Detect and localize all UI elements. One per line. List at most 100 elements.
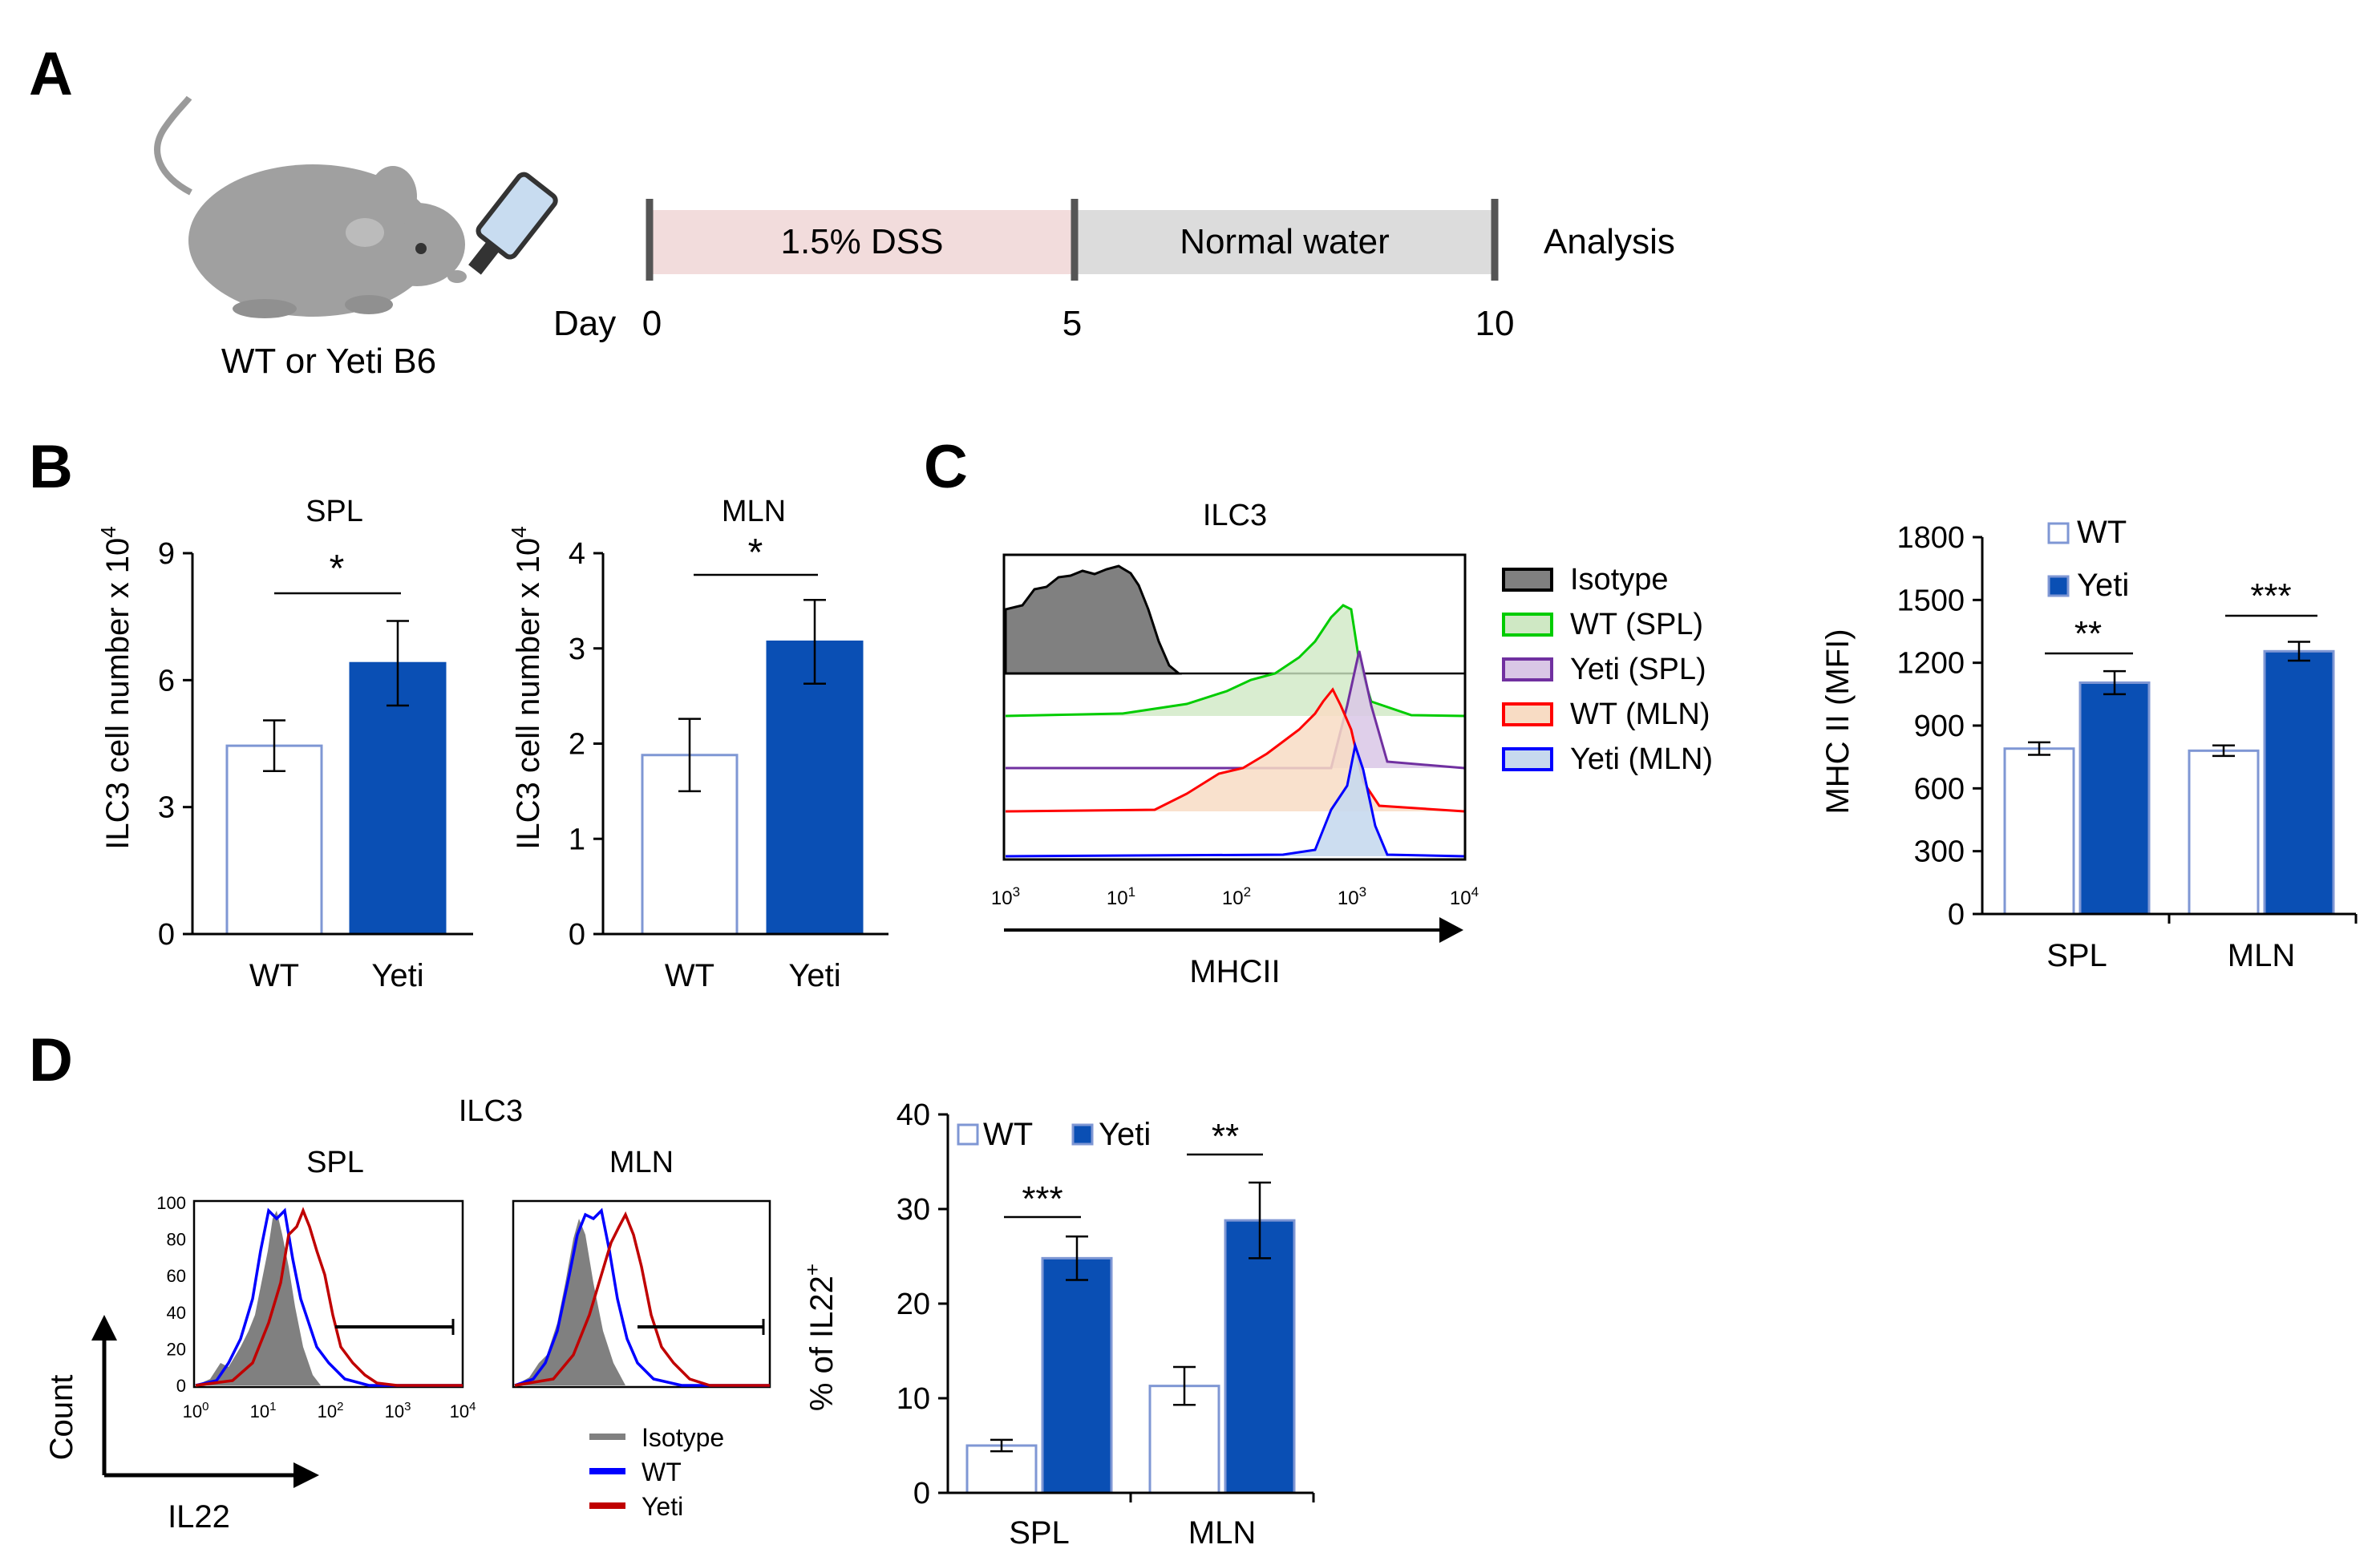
y-axis-label: ILC3 cell number x 104 [96, 526, 136, 850]
x-tick-label: Yeti [371, 958, 423, 993]
x-tick-label: MLN [2228, 938, 2295, 973]
chart-c-histogram: ILC3 103 101 102 103 104 MHCII Isotype WT (SP… [991, 499, 1713, 989]
mln-frame [512, 1199, 771, 1389]
x-tick-label: MLN [1188, 1515, 1256, 1551]
y-axis-label: MHC II (MFI) [1820, 629, 1856, 814]
panel-label-a: A [29, 40, 73, 108]
y-tick-label: 30 [897, 1193, 930, 1227]
panel-label-c: C [924, 433, 968, 501]
y-tick-label: 1 [569, 823, 585, 856]
wt-spl-fill [1006, 605, 1464, 716]
bar-wt [225, 744, 323, 936]
x-ticks: 103 101 102 103 104 [991, 884, 1479, 909]
day-tick: 0 [642, 304, 662, 343]
y-ticks: 0 3 6 9 [158, 537, 192, 952]
subplot-title: MLN [609, 1146, 674, 1179]
y-axis-label: Count [44, 1375, 79, 1461]
legend-label: WT [983, 1117, 1033, 1152]
y-tick-label: 40 [897, 1098, 930, 1132]
y-tick-label: 0 [158, 918, 175, 952]
y-tick-label: 0 [569, 918, 585, 952]
y-tick-label: 1500 [1896, 584, 1965, 617]
x-tick-label: WT [665, 958, 714, 993]
yeti-mln-fill [1006, 746, 1464, 856]
y-axis-label: % of IL22+ [800, 1264, 840, 1411]
y-tick-label: 60 [167, 1266, 186, 1286]
y-ticks: 0 300 600 900 1200 1500 1800 [1896, 521, 1982, 932]
legend-swatch [1502, 613, 1553, 637]
legend-label: Yeti (MLN) [1570, 742, 1713, 776]
legend-label: WT (SPL) [1570, 608, 1703, 641]
mouse-illustration [154, 95, 467, 318]
isotype-trace [515, 1219, 625, 1385]
bar-yeti-spl [2078, 681, 2151, 916]
x-ticks: 100 101 102 103 104 [183, 1400, 476, 1421]
y-tick-label: 1200 [1896, 647, 1965, 681]
legend-swatch [1502, 657, 1553, 681]
y-tick-label: 2 [569, 728, 585, 762]
x-tick-label: SPL [1009, 1515, 1070, 1551]
bars [225, 620, 447, 936]
bar-yeti-spl [1041, 1256, 1113, 1494]
bar-yeti [349, 661, 447, 936]
significance-star: * [330, 548, 345, 590]
chart-d-bar: % of IL22+ 0 10 20 30 40 *** ** SPL MLN WT Y… [800, 1098, 1315, 1551]
significance-star: ** [2074, 614, 2102, 653]
bar-yeti-mln [1224, 1219, 1296, 1494]
x-tick-label: 102 [1222, 884, 1251, 909]
y-tick-label: 0 [1948, 898, 1965, 932]
segment-label-water: Normal water [1180, 222, 1390, 261]
legend-label: Yeti [1099, 1117, 1151, 1152]
chart-c-bar: MHC II (MFI) 0 300 600 900 1200 1500 1800 ** *… [1820, 515, 2358, 973]
arrow-head-icon [293, 1462, 319, 1488]
y-tick-label: 6 [158, 664, 175, 698]
legend-swatch-wt [957, 1123, 979, 1146]
subplot-title: SPL [306, 1146, 364, 1179]
legend-label: Yeti (SPL) [1570, 653, 1706, 686]
y-tick-label: 900 [1914, 710, 1965, 743]
chart-title: MLN [722, 495, 786, 528]
x-tick-label: 103 [1338, 884, 1366, 909]
x-tick-label: 100 [183, 1400, 209, 1421]
x-tick-label: 101 [250, 1400, 277, 1421]
arrow-head-icon [91, 1315, 117, 1341]
x-tick-label: SPL [2046, 938, 2107, 973]
bars [965, 1181, 1296, 1494]
significance-star: *** [1022, 1179, 1062, 1219]
legend-swatch [1502, 702, 1553, 726]
yeti-mln-trace [1005, 741, 1465, 858]
y-tick-label: 10 [897, 1382, 930, 1416]
bars [2003, 641, 2335, 916]
legend-swatch-yeti [2047, 575, 2070, 597]
bar-wt-spl [965, 1444, 1038, 1494]
x-axis-label: IL22 [168, 1499, 230, 1535]
timeline-segment-dss [650, 210, 1075, 274]
y-tick-label: 20 [167, 1339, 186, 1359]
legend-swatch [1502, 747, 1553, 771]
x-tick-label: WT [249, 958, 299, 993]
x-tick-label: Yeti [788, 958, 840, 993]
y-tick-label: 3 [158, 791, 175, 825]
y-tick-label: 3 [569, 633, 585, 666]
legend-label: WT [2077, 515, 2127, 550]
water-bottle-icon [468, 172, 558, 275]
x-tick-label: 103 [385, 1400, 411, 1421]
day-tick: 10 [1475, 304, 1515, 343]
significance-star: * [748, 532, 763, 574]
y-tick-label: 600 [1914, 772, 1965, 806]
chart-title: SPL [306, 495, 363, 528]
bar-yeti-mln [2263, 649, 2335, 916]
y-tick-label: 9 [158, 537, 175, 571]
significance-star: ** [1212, 1117, 1239, 1156]
x-tick-label: 101 [1107, 884, 1135, 909]
day-label: Day [553, 304, 616, 343]
legend-label: Isotype [642, 1423, 724, 1452]
bars [641, 598, 864, 936]
end-label: Analysis [1544, 222, 1675, 261]
y-ticks: 0 20 40 60 80 100 [156, 1193, 186, 1396]
legend-label: Yeti [2077, 568, 2129, 603]
y-tick-label: 0 [913, 1477, 930, 1510]
wt-trace [195, 1207, 463, 1387]
